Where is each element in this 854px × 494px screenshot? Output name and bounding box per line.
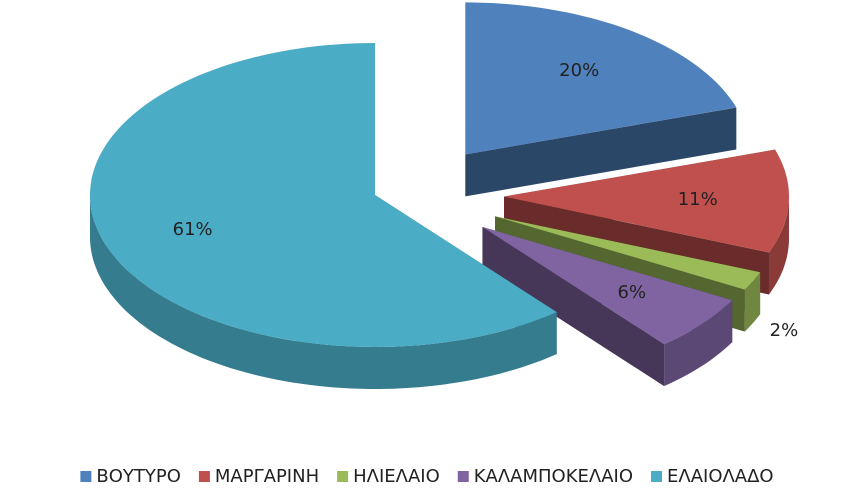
legend-swatch	[651, 471, 663, 482]
slice	[504, 149, 789, 253]
legend-label: ΚΑΛΑΜΠΟΚΕΛΑΙΟ	[474, 466, 633, 487]
slice-wall	[744, 272, 761, 332]
legend-swatch	[80, 471, 92, 482]
data-label: 20%	[559, 60, 599, 81]
legend-label: ΜΑΡΓΑΡΙΝΗ	[215, 466, 319, 487]
data-label: 6%	[618, 282, 647, 303]
slice	[90, 43, 557, 347]
slice-wall	[90, 195, 557, 389]
slice	[495, 216, 761, 290]
slice-side	[482, 226, 665, 387]
data-label: 11%	[678, 189, 718, 210]
legend-swatch	[457, 471, 469, 482]
slice-wall	[664, 300, 733, 387]
legend-swatch	[337, 471, 349, 482]
slice-wall	[769, 196, 789, 295]
legend-swatch	[198, 471, 210, 482]
legend-label: ΗΛΙΕΛΑΙΟ	[353, 466, 440, 487]
legend-label: ΕΛΑΙΟΛΑΔΟ	[667, 466, 774, 487]
slice-side	[465, 107, 737, 197]
slice	[482, 226, 733, 345]
slice	[465, 2, 737, 155]
legend-label: ΒΟΥΤΥΡΟ	[96, 466, 181, 487]
data-label: 61%	[173, 219, 213, 240]
data-label: 2%	[770, 320, 799, 341]
